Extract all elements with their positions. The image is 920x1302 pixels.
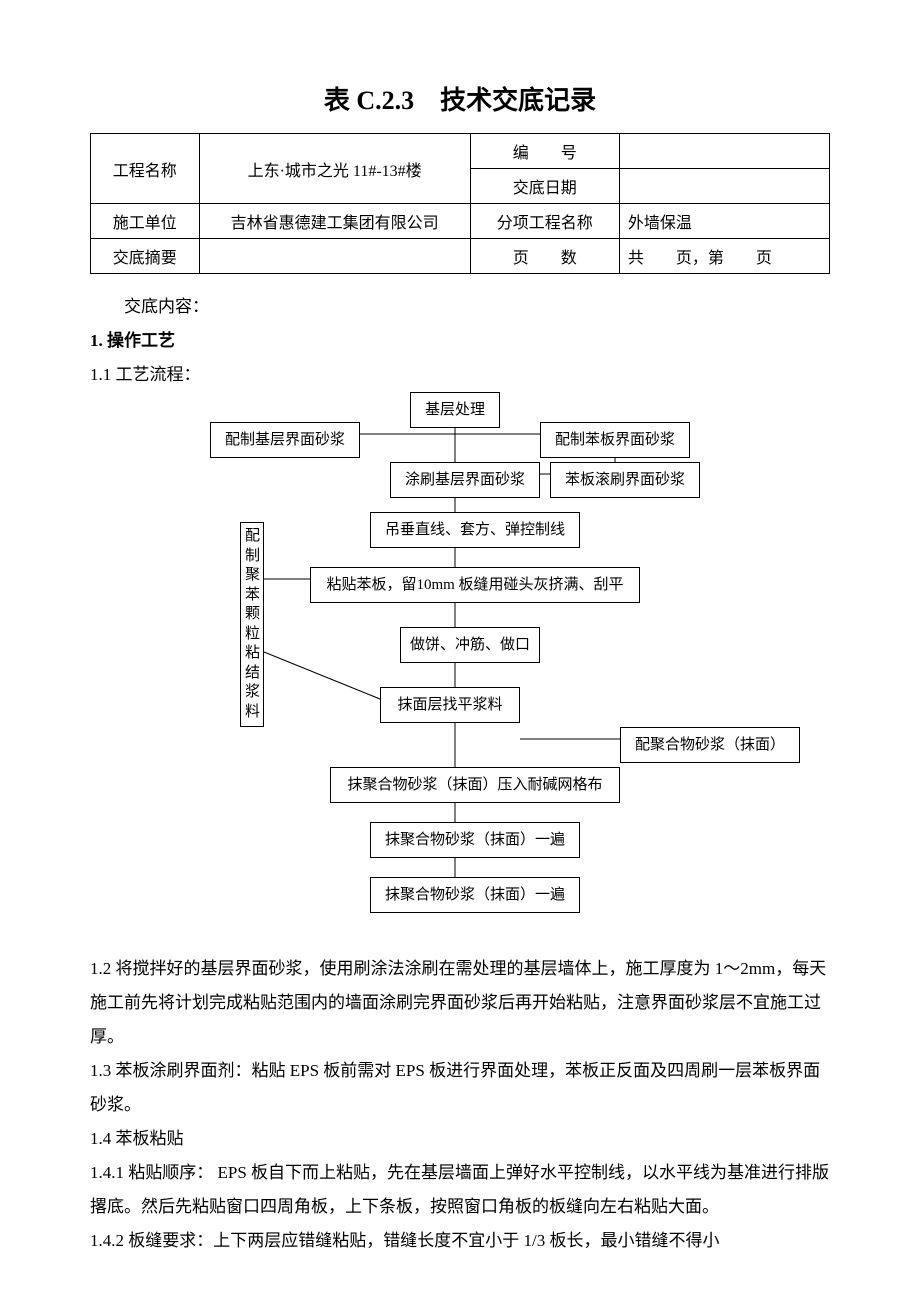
para-1-4-1: 1.4.1 粘贴顺序： EPS 板自下而上粘贴，先在基层墙面上弹好水平控制线，以…	[90, 1156, 830, 1224]
label-summary: 交底摘要	[91, 239, 200, 274]
flow-node-n1: 基层处理	[410, 392, 500, 428]
label-number: 编 号	[470, 134, 619, 169]
value-subitem: 外墙保温	[619, 204, 829, 239]
para-1-4: 1.4 苯板粘贴	[90, 1122, 830, 1156]
para-1-4-2: 1.4.2 板缝要求：上下两层应错缝粘贴，错缝长度不宜小于 1/3 板长，最小错…	[90, 1224, 830, 1258]
value-date	[619, 169, 829, 204]
process-flowchart: 基层处理配制基层界面砂浆 配制苯板界面砂浆涂刷基层界面砂浆苯板滚刷界面砂浆吊垂直线…	[90, 392, 830, 952]
header-table: 工程名称 上东·城市之光 11#-13#楼 编 号 交底日期 施工单位 吉林省惠…	[90, 133, 830, 274]
value-project-name: 上东·城市之光 11#-13#楼	[199, 134, 470, 204]
flow-node-n4: 涂刷基层界面砂浆	[390, 462, 540, 498]
section-1: 1. 操作工艺	[90, 324, 830, 358]
label-date: 交底日期	[470, 169, 619, 204]
label-pages: 页 数	[470, 239, 619, 274]
flow-node-n14: 抹聚合物砂浆（抹面）一遍	[370, 877, 580, 913]
flow-node-n8: 粘贴苯板，留10mm 板缝用碰头灰挤满、刮平	[310, 567, 640, 603]
flow-node-n7v: 配制聚苯颗粒粘结浆料	[240, 522, 264, 727]
value-number	[619, 134, 829, 169]
label-unit: 施工单位	[91, 204, 200, 239]
flow-node-n13: 抹聚合物砂浆（抹面）一遍	[370, 822, 580, 858]
document-page: 表 C.2.3 技术交底记录 工程名称 上东·城市之光 11#-13#楼 编 号…	[0, 0, 920, 1298]
label-subitem: 分项工程名称	[470, 204, 619, 239]
content-label: 交底内容：	[90, 290, 830, 324]
body-content: 交底内容： 1. 操作工艺 1.1 工艺流程： 基层处理配制基层界面砂浆 配制苯板…	[90, 290, 830, 1258]
section-1-1: 1.1 工艺流程：	[90, 358, 830, 392]
para-1-2: 1.2 将搅拌好的基层界面砂浆，使用刷涂法涂刷在需处理的基层墙体上，施工厚度为 …	[90, 952, 830, 1054]
value-pages: 共 页，第 页	[619, 239, 829, 274]
flow-node-n2: 配制基层界面砂浆	[210, 422, 360, 458]
flow-node-n6: 吊垂直线、套方、弹控制线	[370, 512, 580, 548]
flow-node-n10: 抹面层找平浆料	[380, 687, 520, 723]
flow-node-n12: 抹聚合物砂浆（抹面）压入耐碱网格布	[330, 767, 620, 803]
value-summary	[199, 239, 470, 274]
doc-title: 表 C.2.3 技术交底记录	[90, 80, 830, 117]
flow-node-n5: 苯板滚刷界面砂浆	[550, 462, 700, 498]
label-project-name: 工程名称	[91, 134, 200, 204]
flow-node-n3: 配制苯板界面砂浆	[540, 422, 690, 458]
flow-node-n9: 做饼、冲筋、做口	[400, 627, 540, 663]
para-1-3: 1.3 苯板涂刷界面剂：粘贴 EPS 板前需对 EPS 板进行界面处理，苯板正反…	[90, 1054, 830, 1122]
flow-node-n11: 配聚合物砂浆（抹面）	[620, 727, 800, 763]
value-unit: 吉林省惠德建工集团有限公司	[199, 204, 470, 239]
